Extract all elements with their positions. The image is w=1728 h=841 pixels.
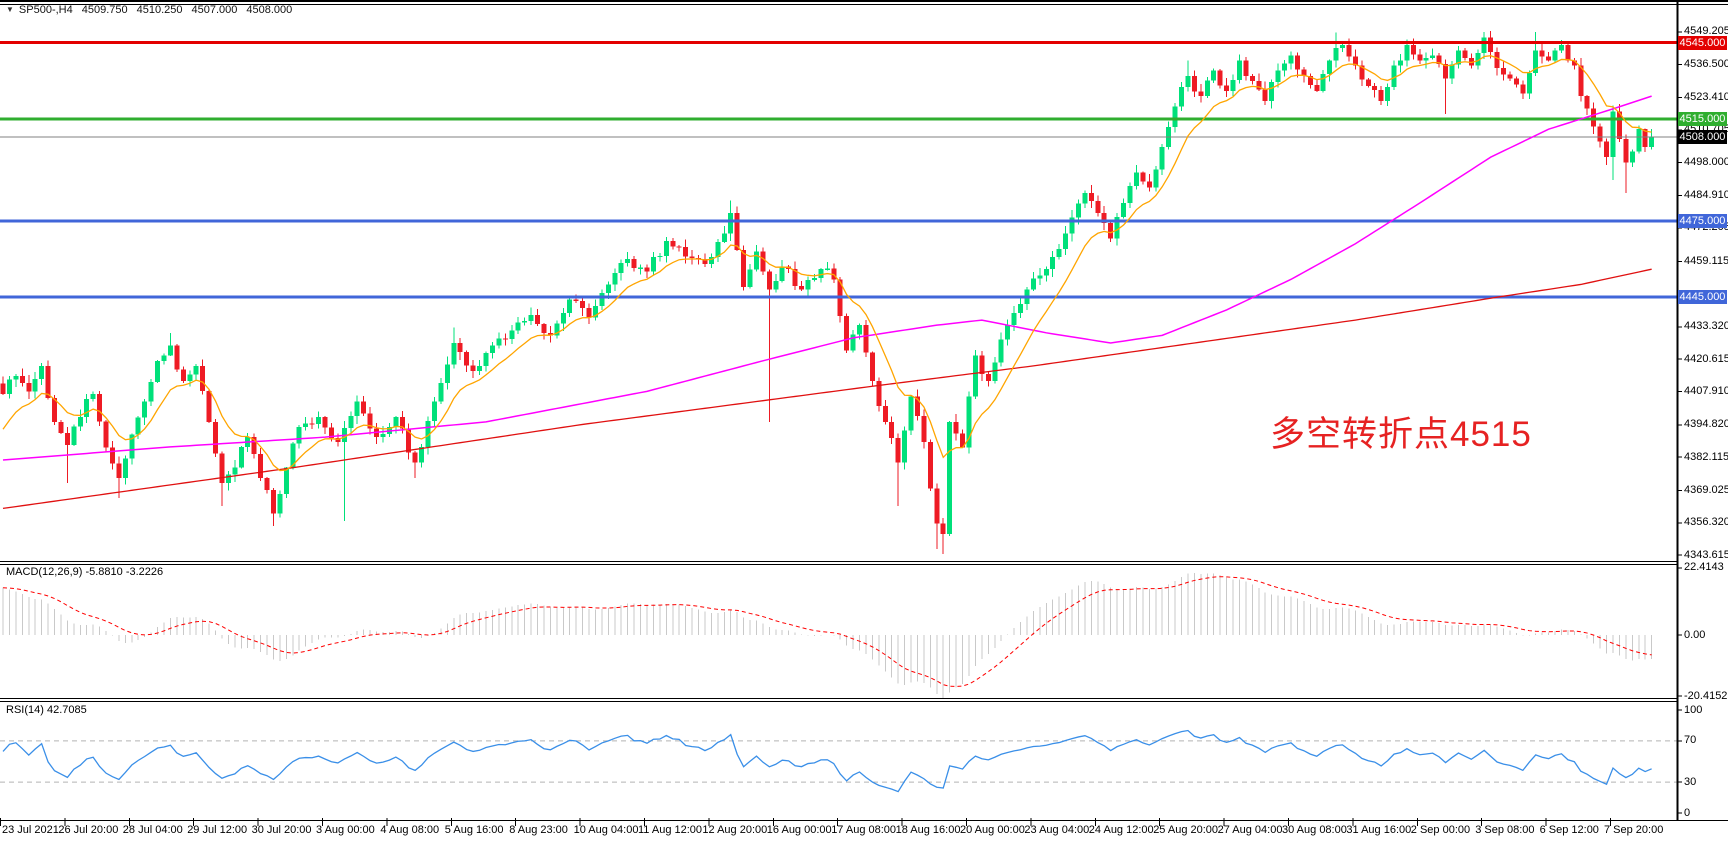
- time-axis-label: 23 Aug 04:00: [1024, 824, 1090, 836]
- ohlc-open: 4509.750: [81, 4, 128, 16]
- time-axis-label: 27 Aug 04:00: [1217, 824, 1283, 836]
- time-axis-label: 30 Aug 08:00: [1282, 824, 1347, 836]
- macd-histogram: [2, 573, 1653, 698]
- price-tick-label: 4382.115: [1684, 450, 1728, 463]
- symbol-info: ▼ SP500-,H4 4509.750 4510.250 4507.000 4508.0…: [6, 4, 292, 16]
- time-axis-label: 16 Aug 00:00: [766, 824, 832, 836]
- time-axis-label: 26 Jul 20:00: [58, 824, 119, 836]
- macd-tick-label: -20.4152: [1684, 689, 1728, 702]
- price-tick-label: 4549.205: [1684, 25, 1728, 38]
- time-axis-label: 4 Aug 08:00: [380, 824, 440, 836]
- time-axis-label: 18 Aug 16:00: [895, 824, 961, 836]
- price-tick-label: 4407.910: [1684, 385, 1728, 398]
- price-tick-label: 4343.615: [1684, 548, 1728, 561]
- moving-average-lines: [2, 55, 1652, 510]
- ohlc-high: 4510.250: [136, 4, 183, 16]
- time-axis-label: 31 Aug 16:00: [1346, 824, 1412, 836]
- macd-indicator-label: MACD(12,26,9) -5.8810 -3.2226: [6, 566, 164, 578]
- price-tick-label: 4420.615: [1684, 352, 1728, 365]
- symbol-name: SP500-,H4: [18, 4, 73, 16]
- price-tick-label: 4536.500: [1684, 57, 1728, 70]
- price-tick-label: 4523.410: [1684, 91, 1728, 104]
- price-tick-label: 4356.320: [1684, 516, 1728, 529]
- time-axis-label: 5 Aug 16:00: [444, 824, 504, 836]
- macd-pane: [2, 573, 1653, 698]
- rsi-pane: [0, 729, 1677, 793]
- time-axis-label: 8 Aug 23:00: [509, 824, 568, 836]
- macd-tick-label: 0.00: [1684, 628, 1706, 641]
- rsi-tick-label: 0: [1684, 806, 1691, 819]
- price-badge-4475.000: 4475.000: [1678, 213, 1727, 228]
- rsi-tick-label: 100: [1684, 703, 1703, 716]
- time-axis-label: 11 Aug 12:00: [638, 824, 703, 836]
- time-axis-label: 6 Sep 12:00: [1539, 824, 1599, 836]
- time-axis-label: 25 Aug 20:00: [1153, 824, 1219, 836]
- price-badge-4508.000: 4508.000: [1678, 129, 1727, 144]
- time-axis-label: 24 Aug 12:00: [1088, 824, 1154, 836]
- time-axis-label: 28 Jul 04:00: [122, 824, 183, 836]
- time-axis-label: 20 Aug 00:00: [960, 824, 1025, 836]
- price-tick-label: 4394.820: [1684, 418, 1728, 431]
- time-axis-label: 7 Sep 20:00: [1604, 824, 1664, 836]
- candlesticks: [0, 30, 1655, 555]
- time-axis-label: 29 Jul 12:00: [187, 824, 248, 836]
- ohlc-close: 4508.000: [246, 4, 293, 16]
- time-axis-label: 23 Jul 2021: [2, 824, 59, 836]
- time-axis-label: 30 Jul 20:00: [251, 824, 312, 836]
- time-axis-label: 2 Sep 00:00: [1410, 824, 1471, 836]
- price-tick-label: 4459.115: [1684, 254, 1728, 267]
- time-axis-label: 3 Sep 08:00: [1475, 824, 1535, 836]
- price-badge-4545.000: 4545.000: [1678, 35, 1727, 50]
- rsi-indicator-label: RSI(14) 42.7085: [6, 704, 87, 716]
- horizontal-level-lines[interactable]: [0, 41, 1677, 299]
- symbol-dropdown-icon[interactable]: ▼: [6, 5, 14, 14]
- rsi-tick-label: 70: [1684, 734, 1697, 747]
- price-badge-4445.000: 4445.000: [1678, 290, 1727, 305]
- price-tick-label: 4433.320: [1684, 320, 1728, 333]
- time-axis-label: 12 Aug 20:00: [702, 824, 768, 836]
- price-tick-label: 4484.910: [1684, 189, 1728, 202]
- time-axis-label: 10 Aug 04:00: [573, 824, 639, 836]
- time-axis-label: 17 Aug 08:00: [831, 824, 897, 836]
- chart-text-annotation: 多空转折点4515: [1270, 415, 1532, 454]
- price-tick-label: 4498.000: [1684, 155, 1728, 168]
- rsi-tick-label: 30: [1684, 775, 1697, 788]
- price-tick-label: 4369.025: [1684, 484, 1728, 497]
- price-badge-4515.000: 4515.000: [1678, 112, 1727, 127]
- ohlc-low: 4507.000: [191, 4, 238, 16]
- time-axis-label: 3 Aug 00:00: [316, 824, 375, 836]
- macd-tick-label: 22.4143: [1684, 561, 1724, 574]
